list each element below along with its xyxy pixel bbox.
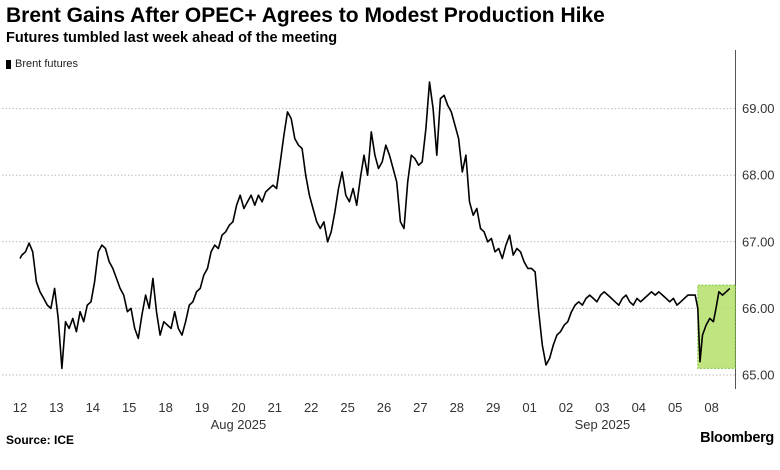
- x-tick-label: 20: [231, 400, 245, 415]
- legend-label-brent: Brent futures: [15, 58, 78, 70]
- x-tick-label: 27: [413, 400, 427, 415]
- highlight-box: [697, 284, 736, 369]
- source-note: Source: ICE: [6, 433, 75, 447]
- x-tick-label: 08: [704, 400, 718, 415]
- x-tick-label: 19: [195, 400, 209, 415]
- x-tick-label: 02: [559, 400, 573, 415]
- chart-subtitle: Futures tumbled last week ahead of the m…: [6, 30, 338, 46]
- legend-swatch-brent: [6, 59, 11, 69]
- chart-legend: Brent futures: [6, 58, 78, 70]
- x-tick-label: 15: [122, 400, 136, 415]
- x-tick-label: 21: [268, 400, 282, 415]
- x-tick-label: 22: [304, 400, 318, 415]
- y-tick-label: 66.00: [742, 301, 775, 316]
- chart-title: Brent Gains After OPEC+ Agrees to Modest…: [6, 4, 605, 27]
- x-month-label: Sep 2025: [575, 417, 631, 432]
- x-tick-label: 03: [595, 400, 609, 415]
- x-tick-label: 12: [13, 400, 27, 415]
- x-tick-label: 01: [522, 400, 536, 415]
- x-tick-label: 04: [632, 400, 646, 415]
- y-tick-label: 68.00: [742, 168, 775, 183]
- y-tick-label: 69.00: [742, 101, 775, 116]
- series-line-brent-futures: [19, 81, 731, 370]
- x-tick-label: 28: [450, 400, 464, 415]
- y-tick-label: 65.00: [742, 368, 775, 383]
- x-tick-label: 14: [86, 400, 100, 415]
- x-tick-label: 18: [158, 400, 172, 415]
- x-tick-label: 13: [49, 400, 63, 415]
- x-month-label: Aug 2025: [211, 417, 267, 432]
- x-tick-label: 25: [340, 400, 354, 415]
- bloomberg-logo: Bloomberg: [700, 430, 774, 446]
- x-tick-label: 29: [486, 400, 500, 415]
- x-tick-label: 26: [377, 400, 391, 415]
- y-tick-label: 67.00: [742, 234, 775, 249]
- x-tick-label: 05: [668, 400, 682, 415]
